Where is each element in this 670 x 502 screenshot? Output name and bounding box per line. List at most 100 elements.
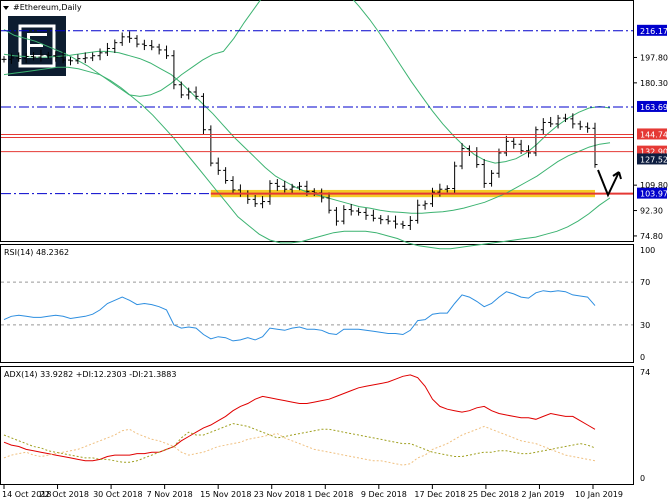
price-bar (97, 48, 103, 61)
price-bar (407, 216, 413, 230)
price-bar (38, 49, 44, 62)
price-bar (503, 135, 509, 157)
x-tick-label: 15 Nov 2018 (200, 490, 251, 499)
price-bar (260, 196, 266, 209)
price-bar (570, 113, 576, 129)
x-tick-label: 22 Oct 2018 (40, 490, 89, 499)
price-bar (496, 148, 502, 178)
price-bar (577, 120, 583, 131)
price-bar (1, 56, 7, 63)
price-bar (112, 39, 118, 53)
price-bar (356, 207, 362, 216)
rsi-y-tick-label: 0 (640, 353, 645, 362)
price-bar (548, 116, 554, 128)
price-layer: 216.17 163.69 144.74 132.90 103.97 127.52 197.… (1, 0, 668, 250)
level-tag-text: 216.17 (640, 27, 668, 36)
price-bar (23, 53, 29, 64)
price-bar (370, 209, 376, 222)
price-bar (267, 180, 273, 205)
price-bar (31, 52, 37, 61)
adx-title: ADX(14) 33.9282 +DI:12.2303 -DI:21.3883 (4, 370, 176, 379)
price-bar (134, 35, 140, 48)
y-tick-label: 74.80 (640, 232, 663, 241)
price-bar (53, 51, 59, 62)
price-panel-frame (0, 0, 634, 242)
price-bar (282, 180, 288, 193)
price-bar (555, 114, 561, 129)
price-bar (8, 53, 14, 64)
price-bar (104, 42, 110, 57)
x-tick-label: 2 Jan 2019 (521, 490, 564, 499)
price-bar (127, 31, 133, 43)
price-bar (208, 125, 214, 167)
price-bar (223, 167, 229, 184)
rsi-y-tick-label: 70 (640, 278, 650, 287)
price-bar (452, 161, 458, 193)
x-tick-label: 30 Oct 2018 (93, 490, 142, 499)
bollinger-lower-band (3, 66, 611, 250)
minus-di-line (3, 423, 596, 463)
level-tag (637, 100, 667, 112)
price-bar (562, 113, 568, 123)
x-tick-label: 7 Nov 2018 (147, 490, 193, 499)
price-bar (297, 181, 302, 191)
x-tick-label: 23 Nov 2018 (254, 490, 305, 499)
bollinger-upper-band (3, 0, 611, 164)
price-bar (489, 170, 495, 187)
price-bar (193, 86, 199, 100)
price-bar (230, 176, 236, 195)
symbol-label: #Ethereum,Daily (13, 3, 82, 12)
price-bar (67, 56, 73, 66)
price-bar (540, 118, 546, 135)
price-bar (156, 43, 162, 55)
price-bar (592, 122, 598, 168)
rsi-layer: 100 70 30 0 (1, 246, 655, 362)
rsi-y-tick-label: 100 (640, 246, 655, 255)
price-bar (378, 215, 384, 225)
price-bar (393, 215, 399, 229)
current-price-text: 127.52 (640, 155, 668, 164)
y-tick-label: 180.30 (640, 79, 668, 88)
price-bar (474, 147, 480, 168)
x-tick-label: 25 Dec 2018 (468, 490, 519, 499)
price-bar (400, 220, 406, 229)
price-bar (274, 179, 280, 191)
price-bar (164, 45, 170, 59)
x-tick-label: 9 Dec 2018 (361, 490, 407, 499)
price-bar (444, 185, 450, 193)
rsi-panel-frame (0, 244, 634, 363)
price-bar (178, 81, 184, 99)
price-bar (60, 51, 66, 64)
dropdown-triangle-icon[interactable] (3, 6, 9, 10)
price-bar (466, 145, 472, 156)
logo (8, 16, 66, 76)
price-bar (141, 39, 147, 51)
adx-layer: 74 0 (3, 368, 650, 483)
y-tick-label: 109.80 (640, 181, 668, 190)
adx-line (3, 374, 596, 462)
price-bar (415, 199, 421, 224)
price-bar (215, 157, 221, 175)
level-tag-text: 103.97 (640, 190, 668, 199)
level-tag-text: 163.69 (640, 103, 668, 112)
price-bar (511, 138, 517, 149)
rsi-line (3, 290, 596, 342)
level-tag (637, 145, 667, 157)
price-bar (90, 52, 96, 62)
x-tick-label: 14 Oct 2018 (2, 490, 51, 499)
adx-panel-frame (0, 366, 634, 485)
price-bar (422, 200, 428, 210)
price-bar (481, 159, 487, 188)
y-tick-label: 92.30 (640, 207, 663, 216)
rsi-title: RSI(14) 48.2362 (4, 248, 69, 257)
price-bar (119, 32, 125, 46)
price-bar (363, 208, 369, 220)
price-bar (149, 40, 155, 51)
price-bar (75, 54, 81, 64)
y-tick-label: 197.80 (640, 53, 668, 62)
price-bar (326, 192, 332, 214)
x-tick-label: 10 Jan 2019 (575, 490, 623, 499)
price-bar (186, 87, 192, 100)
plus-di-line (3, 425, 596, 466)
adx-y-tick-label: 74 (640, 368, 650, 377)
